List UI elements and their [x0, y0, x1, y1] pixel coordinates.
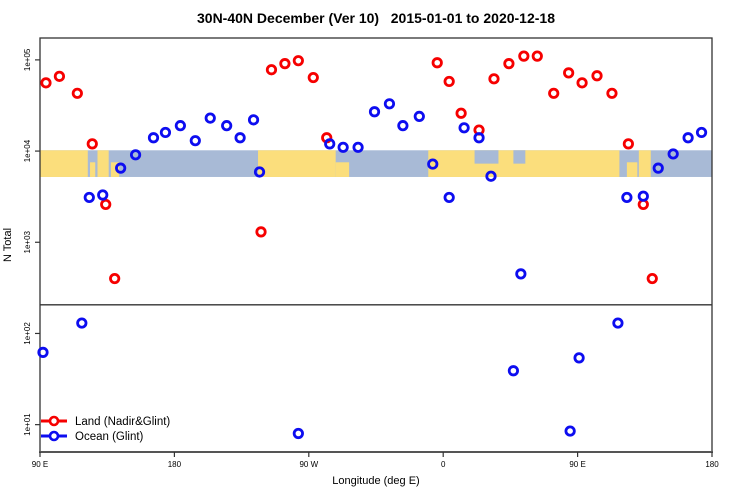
legend-marker [48, 415, 60, 427]
data-point-ocean [352, 141, 364, 153]
data-point-ocean [397, 120, 409, 132]
y-tick-label: 1e+03 [23, 230, 32, 253]
data-point-land [265, 64, 278, 76]
map-band-land-segment [110, 162, 120, 177]
data-point-land [606, 87, 618, 99]
data-point-land [576, 77, 588, 89]
data-point-ocean [337, 141, 349, 153]
data-point-land [548, 87, 560, 99]
data-point-ocean [667, 148, 679, 160]
x-tick-label: 180 [705, 460, 719, 469]
data-point-land [563, 67, 575, 79]
y-tick-label: 1e+05 [23, 48, 32, 71]
x-tick-label: 90 E [569, 460, 585, 469]
data-point-land [307, 71, 319, 84]
data-point-land [431, 57, 443, 69]
data-point-land [443, 75, 455, 88]
data-point-ocean [76, 317, 88, 329]
data-point-ocean [682, 132, 694, 144]
data-point-ocean [204, 112, 216, 124]
data-point-land [71, 87, 83, 99]
data-point-ocean [458, 122, 470, 134]
map-band-land-segment [335, 162, 350, 177]
data-point-land [53, 70, 66, 82]
x-tick-label: 90 W [299, 460, 318, 469]
legend-label-land: Land (Nadir&Glint) [75, 416, 170, 428]
data-point-ocean [695, 126, 708, 139]
data-point-ocean [221, 120, 233, 132]
data-point-ocean [292, 427, 304, 440]
data-point-land [109, 272, 121, 285]
data-point-land [292, 55, 304, 67]
data-point-ocean [413, 110, 425, 123]
plot-contents: 90 E 180 90 W 0 90 E 180 1e+01 1e+02 1e+03 1e+04 1… [23, 37, 719, 469]
data-point-ocean [159, 126, 172, 139]
data-point-ocean [253, 166, 266, 178]
data-point-ocean [652, 162, 664, 174]
data-point-land [531, 50, 543, 62]
data-point-ocean [427, 158, 439, 170]
map-band-land-segment [626, 162, 638, 177]
map-band-land-segment [90, 162, 96, 177]
plot-border [39, 37, 713, 453]
y-tick-label: 1e+01 [23, 413, 32, 436]
y-tick-label: 1e+04 [23, 139, 32, 162]
data-point-land [503, 58, 515, 70]
data-point-ocean [174, 120, 186, 132]
data-point-land [279, 58, 291, 70]
data-point-ocean [247, 114, 260, 126]
data-point-land [455, 107, 467, 119]
data-point-ocean [573, 352, 585, 364]
data-point-ocean [443, 191, 455, 204]
data-point-land [518, 50, 530, 62]
legend-label-ocean: Ocean (Glint) [75, 431, 144, 443]
data-point-ocean [324, 138, 336, 150]
data-point-ocean [147, 132, 160, 144]
data-point-ocean [383, 98, 396, 110]
data-point-land [40, 77, 52, 89]
data-point-ocean [129, 149, 142, 161]
map-band-land-segment [638, 150, 651, 177]
y-tick-label: 1e+02 [23, 322, 32, 345]
data-point-ocean [637, 190, 649, 202]
data-point-ocean [115, 162, 127, 174]
y-axis-title: N Total [2, 228, 14, 262]
data-point-land [100, 198, 112, 211]
data-point-ocean [189, 135, 201, 147]
data-point-land [591, 70, 603, 82]
map-band-sea-patch [513, 150, 526, 164]
data-point-land [86, 138, 98, 150]
legend-marker [48, 430, 60, 442]
map-band-land-segment [40, 150, 88, 177]
data-point-land [622, 138, 634, 150]
x-tick-label: 180 [168, 460, 182, 469]
chart-title: 30N-40N December (Ver 10) 2015-01-01 to … [197, 10, 555, 26]
data-point-land [488, 73, 500, 85]
data-point-ocean [515, 268, 527, 280]
map-band-land-segment [97, 150, 109, 177]
data-point-ocean [485, 170, 497, 182]
data-point-ocean [612, 317, 624, 329]
data-point-ocean [621, 191, 633, 204]
data-point-ocean [37, 346, 49, 358]
data-point-ocean [368, 106, 381, 118]
data-point-ocean [83, 191, 95, 204]
data-point-ocean [507, 365, 519, 377]
data-point-ocean [564, 425, 576, 437]
data-point-ocean [234, 132, 246, 144]
x-tick-label: 0 [441, 460, 446, 469]
data-point-land [646, 272, 658, 285]
x-axis-title: Longitude (deg E) [332, 475, 419, 487]
map-band-sea-patch [474, 150, 499, 164]
x-tick-label: 90 E [32, 460, 48, 469]
data-point-land [255, 226, 267, 238]
data-point-ocean [473, 132, 485, 144]
data-point-ocean [97, 189, 109, 201]
map-band-land-segment [258, 150, 336, 177]
